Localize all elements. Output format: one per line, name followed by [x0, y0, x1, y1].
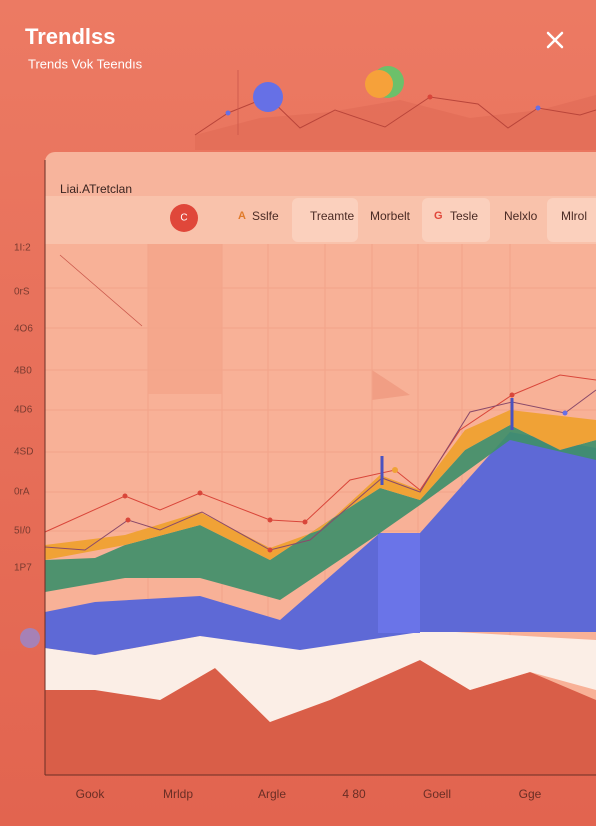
mountain-dark [45, 660, 596, 775]
cell-shade [372, 370, 410, 400]
point [267, 517, 273, 523]
x-label: Mrldp [163, 787, 193, 801]
x-label: Gook [76, 787, 106, 801]
blue-area [45, 432, 596, 655]
panel-title: Liai.ATretclan [60, 182, 132, 196]
tab-pill [547, 198, 596, 242]
green-area [45, 425, 596, 600]
chart-area [44, 244, 596, 775]
blue-dot [253, 82, 283, 112]
tab[interactable]: Treamte [310, 209, 355, 223]
point [225, 110, 231, 116]
tab-icon: A [238, 210, 246, 222]
point [562, 410, 568, 416]
orange-dot [365, 70, 393, 98]
side-dot [20, 628, 40, 648]
point [197, 490, 203, 496]
point [509, 392, 515, 398]
y-label: 4O6 [14, 324, 33, 335]
point [392, 467, 398, 473]
white-band [45, 630, 596, 722]
blue-block [378, 533, 420, 633]
point [267, 547, 273, 553]
point [535, 105, 541, 111]
y-label: 4B0 [14, 366, 32, 377]
point [122, 493, 128, 499]
tab[interactable]: Morbelt [370, 209, 411, 223]
y-label: 0rS [14, 287, 30, 298]
app-subtitle: Trends Vok Teendıs [28, 56, 143, 71]
point [427, 94, 433, 100]
tab-pill [292, 198, 358, 242]
point [125, 517, 131, 523]
app-title: Trendlss [25, 24, 115, 49]
tab[interactable]: Tesle [450, 209, 478, 223]
y-label: 1I:2 [14, 243, 31, 254]
orange-area [45, 410, 596, 560]
y-label: 4D6 [14, 405, 33, 416]
x-label: Goell [423, 787, 451, 801]
tab-pill [422, 198, 490, 242]
decor-line [59, 254, 143, 327]
close-stroke [546, 31, 564, 49]
tab[interactable]: Nelxlo [504, 209, 538, 223]
x-label: Gge [519, 787, 542, 801]
tab-icon: G [434, 210, 443, 222]
x-label: 4 80 [342, 787, 366, 801]
top-sparkline [194, 66, 596, 150]
point [302, 519, 308, 525]
x-label: Argle [258, 787, 286, 801]
badge-label: C [180, 213, 187, 224]
tab[interactable]: Mlrol [561, 209, 587, 223]
cell-shade [148, 244, 222, 394]
y-label: 4SD [14, 447, 33, 458]
badge[interactable] [170, 204, 198, 232]
y-label: 0rA [14, 487, 30, 498]
tab[interactable]: Sslfe [252, 209, 279, 223]
sparkline-area [195, 95, 596, 150]
y-label: 5I/0 [14, 526, 31, 537]
close-button[interactable] [546, 31, 564, 49]
y-label: 1P7 [14, 563, 32, 574]
